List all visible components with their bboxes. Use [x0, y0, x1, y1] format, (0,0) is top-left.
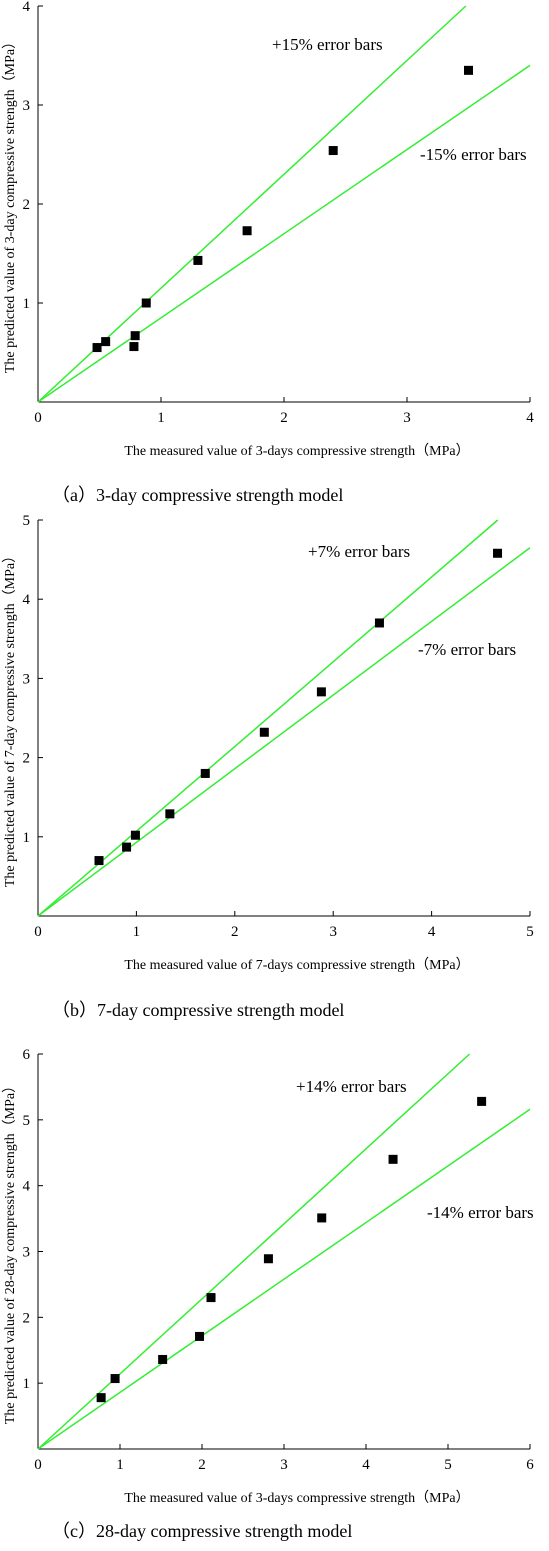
- chart-panel-a: 0 1 2 3 4 1 2 3 4 The measured value of 3-days co…: [0, 0, 549, 510]
- data-point: [477, 1096, 487, 1106]
- data-point: [493, 548, 503, 558]
- y-tick-label: 6: [23, 1047, 31, 1063]
- x-tick-label: 4: [526, 410, 534, 426]
- x-tick-label: 6: [526, 1457, 534, 1473]
- data-point: [165, 809, 175, 819]
- chart-caption-c: （c）28-day compressive strength model: [52, 1521, 353, 1541]
- lower-error-line: [37, 64, 531, 403]
- data-point: [195, 1331, 205, 1341]
- y-tick-label: 4: [23, 592, 31, 608]
- chart-caption-a: （a）3-day compressive strength model: [52, 485, 344, 505]
- y-tick-label: 4: [23, 1179, 31, 1195]
- data-point: [110, 1374, 120, 1384]
- x-tick-label: 1: [157, 410, 165, 426]
- x-tick-label: 5: [526, 924, 534, 940]
- scatter-chart-b: 0 1 2 3 4 5 1 2 3 4 5 The measured value of 7-days …: [2, 513, 534, 973]
- data-point: [388, 1154, 398, 1164]
- x-axis-label: The measured value of 3-days compressive…: [124, 443, 469, 459]
- x-tick-label: 0: [34, 924, 42, 940]
- data-point: [242, 226, 252, 236]
- x-tick-label: 3: [280, 1457, 288, 1473]
- y-tick-label: 1: [23, 830, 31, 846]
- x-tick-label: 2: [280, 410, 288, 426]
- y-tick-label: 5: [23, 513, 31, 529]
- data-point: [130, 830, 140, 840]
- y-tick-label: 3: [23, 98, 31, 114]
- data-point: [101, 337, 111, 347]
- x-axis-label: The measured value of 3-days compressive…: [124, 1490, 469, 1506]
- y-tick-label: 5: [23, 1113, 31, 1129]
- y-axis-label: The predicted value of 3-day compressive…: [2, 35, 18, 373]
- y-tick-label: 4: [23, 0, 31, 15]
- lower-error-label: -14% error bars: [427, 1203, 534, 1222]
- data-point: [316, 687, 326, 697]
- x-axis-label: The measured value of 7-days compressive…: [124, 957, 469, 973]
- x-tick-label: 0: [34, 1457, 42, 1473]
- y-tick-label: 1: [23, 1376, 31, 1392]
- upper-error-label: +15% error bars: [272, 35, 383, 54]
- upper-error-line: [37, 1053, 471, 1450]
- x-tick-label: 3: [403, 410, 411, 426]
- x-tick-label: 5: [444, 1457, 452, 1473]
- upper-error-line: [37, 5, 467, 403]
- lower-error-label: -7% error bars: [418, 640, 516, 659]
- y-tick-label: 2: [23, 1310, 31, 1326]
- data-point: [129, 342, 139, 352]
- lower-error-line: [37, 1108, 531, 1450]
- x-tick-label: 0: [34, 410, 42, 426]
- data-point: [141, 298, 151, 308]
- data-point: [263, 1254, 273, 1264]
- x-tick-label: 4: [362, 1457, 370, 1473]
- y-tick-label: 2: [23, 197, 31, 213]
- chart-caption-b: （b）7-day compressive strength model: [52, 1000, 345, 1020]
- data-point: [96, 1393, 106, 1403]
- scatter-chart-c: 0 1 2 3 4 5 6 1 2 3 4 5 6 The measured value of 3-day…: [2, 1047, 534, 1506]
- y-tick-label: 3: [23, 671, 31, 687]
- lower-error-label: -15% error bars: [420, 145, 527, 164]
- x-tick-label: 1: [133, 924, 141, 940]
- data-point: [464, 65, 473, 75]
- data-point: [317, 1213, 327, 1223]
- chart-panel-b: 0 1 2 3 4 5 1 2 3 4 5 The measured value of 7-days …: [0, 510, 549, 1030]
- x-tick-label: 4: [428, 924, 436, 940]
- x-tick-label: 3: [329, 924, 337, 940]
- y-tick-label: 2: [23, 751, 31, 767]
- x-tick-label: 2: [231, 924, 239, 940]
- x-tick-label: 2: [198, 1457, 206, 1473]
- chart-panel-c: 0 1 2 3 4 5 6 1 2 3 4 5 6 The measured value of 3-day…: [0, 1030, 549, 1551]
- data-point: [193, 255, 203, 265]
- y-axis-label: The predicted value of 7-day compressive…: [2, 549, 18, 887]
- data-point: [92, 343, 102, 353]
- data-point: [328, 146, 338, 156]
- y-axis-label: The predicted value of 28-day compressiv…: [2, 1079, 18, 1424]
- lower-error-line: [37, 547, 531, 917]
- y-tick-label: 3: [23, 1245, 31, 1261]
- data-point: [200, 768, 210, 778]
- data-point: [122, 842, 132, 852]
- data-point: [374, 618, 384, 628]
- data-point: [206, 1293, 216, 1303]
- data-point: [158, 1354, 168, 1364]
- data-point: [94, 856, 104, 866]
- upper-error-label: +7% error bars: [308, 542, 410, 561]
- x-tick-label: 1: [116, 1457, 124, 1473]
- upper-error-label: +14% error bars: [296, 1077, 407, 1096]
- data-point: [130, 331, 140, 341]
- scatter-chart-a: 0 1 2 3 4 1 2 3 4 The measured value of 3-days co…: [2, 0, 534, 459]
- y-tick-label: 1: [23, 296, 31, 312]
- data-point: [259, 727, 269, 737]
- upper-error-line: [37, 519, 499, 917]
